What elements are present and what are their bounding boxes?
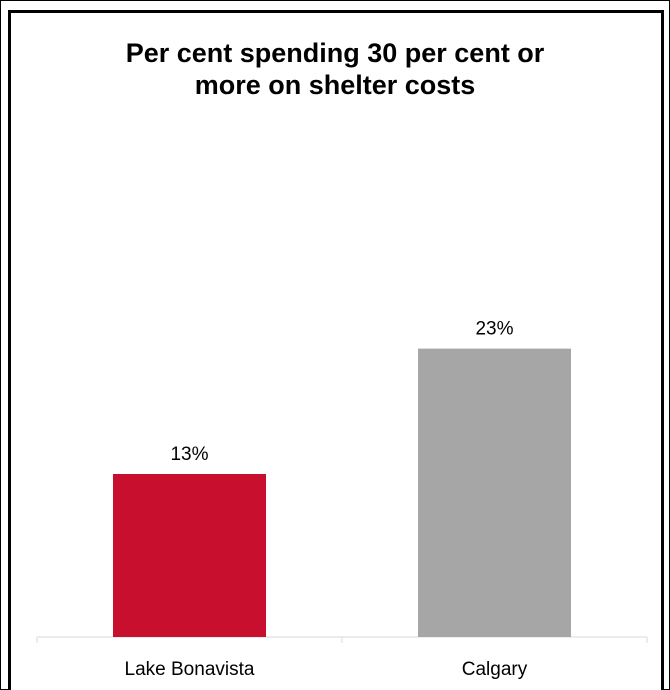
bar-calgary bbox=[418, 348, 571, 637]
chart-title: Per cent spending 30 per cent or more on… bbox=[0, 37, 670, 101]
chart-title-line-2: more on shelter costs bbox=[194, 70, 476, 100]
data-label: 23% bbox=[475, 319, 513, 340]
x-tick-label: Lake Bonavista bbox=[125, 659, 255, 680]
chart-title-line-1: Per cent spending 30 per cent or bbox=[125, 38, 545, 68]
bar-lake-bonavista bbox=[113, 474, 266, 637]
data-label: 13% bbox=[170, 444, 208, 465]
x-tick-label: Calgary bbox=[462, 659, 528, 680]
plot-area: 13% Lake Bonavista 23% Calgary bbox=[36, 319, 648, 680]
